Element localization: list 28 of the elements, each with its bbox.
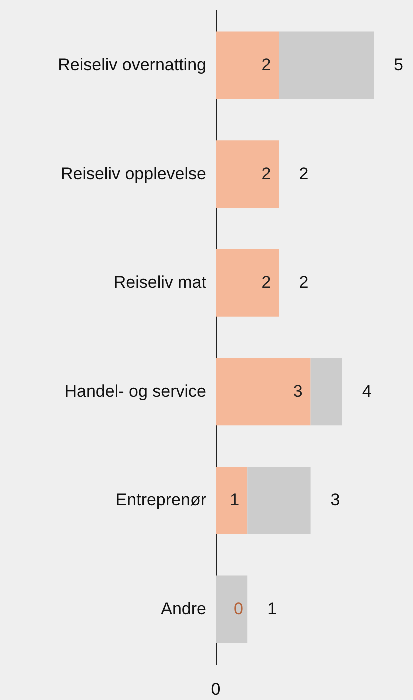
- total-label: 2: [299, 164, 309, 184]
- data-label: 0: [234, 600, 244, 619]
- y-tick-label: Handel- og service: [64, 382, 206, 401]
- bar: [216, 576, 248, 644]
- data-label: 2: [262, 55, 272, 74]
- y-tick-label: Entreprenør: [116, 490, 207, 510]
- total-label: 4: [362, 382, 372, 401]
- total-label: 2: [299, 273, 309, 292]
- y-tick-label: Reiseliv mat: [114, 273, 207, 292]
- y-tick-label: Andre: [161, 600, 206, 619]
- bar: [216, 32, 280, 100]
- bar: [248, 466, 311, 534]
- bar: [216, 466, 248, 534]
- data-label: 1: [230, 490, 240, 510]
- data-label: 3: [293, 382, 303, 401]
- bar: [216, 249, 280, 317]
- bar: [310, 358, 342, 426]
- text: 0: [211, 680, 221, 699]
- data-label: 2: [262, 273, 272, 292]
- total-label: 3: [330, 490, 340, 510]
- y-tick-label: Reiseliv opplevelse: [60, 164, 206, 184]
- total-label: 5: [394, 55, 404, 74]
- bar: [216, 358, 311, 426]
- bar: [216, 140, 280, 208]
- y-tick-label: Reiseliv overnatting: [58, 55, 206, 74]
- total-label: 1: [268, 600, 278, 619]
- bar: [279, 32, 374, 100]
- data-label: 2: [262, 164, 272, 184]
